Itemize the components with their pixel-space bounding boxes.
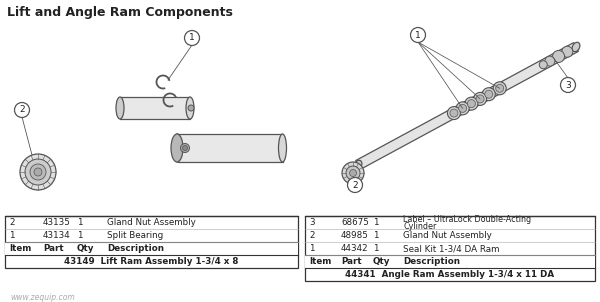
Circle shape	[493, 82, 506, 95]
Circle shape	[465, 97, 478, 110]
Circle shape	[560, 78, 575, 92]
Text: Split Bearing: Split Bearing	[107, 231, 163, 240]
Text: 1: 1	[373, 244, 379, 253]
Bar	[120, 97, 190, 119]
Text: 68675: 68675	[341, 218, 369, 227]
Circle shape	[188, 105, 194, 111]
Text: Lift and Angle Ram Components: Lift and Angle Ram Components	[7, 6, 233, 19]
Circle shape	[346, 166, 360, 180]
Text: Part: Part	[341, 257, 362, 266]
Ellipse shape	[278, 134, 287, 162]
Text: 2: 2	[9, 218, 14, 227]
Circle shape	[20, 154, 56, 190]
Text: 1: 1	[373, 231, 379, 240]
Circle shape	[476, 95, 484, 103]
Text: Item: Item	[309, 257, 331, 266]
Circle shape	[553, 50, 565, 63]
Circle shape	[473, 92, 487, 105]
Text: 1: 1	[415, 31, 421, 40]
Text: 1: 1	[77, 218, 83, 227]
Text: 48985: 48985	[341, 231, 369, 240]
Circle shape	[562, 46, 573, 57]
Ellipse shape	[572, 42, 580, 52]
Circle shape	[181, 143, 190, 153]
Circle shape	[539, 61, 547, 69]
Circle shape	[410, 27, 425, 43]
Text: Label – UltraLock Double-Acting: Label – UltraLock Double-Acting	[403, 216, 531, 224]
Circle shape	[185, 31, 199, 46]
Circle shape	[458, 104, 467, 112]
Circle shape	[347, 178, 362, 192]
Ellipse shape	[173, 134, 182, 162]
Text: Seal Kit 1-3/4 DA Ram: Seal Kit 1-3/4 DA Ram	[403, 244, 499, 253]
Bar	[305, 255, 595, 268]
Text: Cylinder: Cylinder	[403, 222, 436, 231]
Text: Description: Description	[107, 244, 164, 253]
Circle shape	[30, 164, 46, 180]
Text: 3: 3	[309, 218, 314, 227]
Text: 2: 2	[19, 105, 25, 114]
Text: Qty: Qty	[373, 257, 391, 266]
Circle shape	[34, 168, 42, 176]
Circle shape	[482, 88, 496, 101]
Circle shape	[450, 109, 458, 117]
Ellipse shape	[171, 134, 183, 162]
Text: 44341  Angle Ram Assembly 1-3/4 x 11 DA: 44341 Angle Ram Assembly 1-3/4 x 11 DA	[346, 270, 554, 279]
Ellipse shape	[116, 97, 124, 119]
Ellipse shape	[186, 97, 194, 119]
Circle shape	[14, 102, 29, 117]
Text: 1: 1	[373, 218, 379, 227]
Text: Item: Item	[9, 244, 31, 253]
Text: Gland Nut Assembly: Gland Nut Assembly	[107, 218, 196, 227]
Text: 44342: 44342	[341, 244, 368, 253]
Bar	[305, 216, 595, 281]
Bar	[178, 134, 283, 162]
Text: 2: 2	[309, 231, 314, 240]
Text: Qty: Qty	[77, 244, 95, 253]
Circle shape	[25, 159, 51, 185]
Text: Gland Nut Assembly: Gland Nut Assembly	[403, 231, 492, 240]
Bar	[5, 242, 298, 255]
Text: Description: Description	[403, 257, 460, 266]
Text: 43135: 43135	[43, 218, 71, 227]
Ellipse shape	[354, 160, 362, 170]
Circle shape	[349, 169, 356, 176]
Polygon shape	[356, 43, 578, 169]
Text: 3: 3	[565, 81, 571, 89]
Text: 2: 2	[352, 181, 358, 189]
Circle shape	[467, 100, 475, 108]
Text: 1: 1	[189, 34, 195, 43]
Text: 1: 1	[77, 231, 83, 240]
Text: Part: Part	[43, 244, 64, 253]
Text: 43134: 43134	[43, 231, 71, 240]
Circle shape	[545, 56, 555, 66]
Bar	[5, 242, 298, 255]
Text: 1: 1	[309, 244, 314, 253]
Circle shape	[448, 107, 460, 120]
Text: 1: 1	[9, 231, 14, 240]
Circle shape	[496, 84, 504, 92]
Circle shape	[342, 162, 364, 184]
Text: 43149  Lift Ram Assembly 1-3/4 x 8: 43149 Lift Ram Assembly 1-3/4 x 8	[64, 257, 239, 266]
Circle shape	[182, 146, 187, 150]
Circle shape	[485, 90, 493, 98]
Bar	[5, 216, 298, 268]
Text: www.zequip.com: www.zequip.com	[10, 293, 75, 301]
Circle shape	[456, 102, 469, 115]
Bar	[305, 255, 595, 268]
